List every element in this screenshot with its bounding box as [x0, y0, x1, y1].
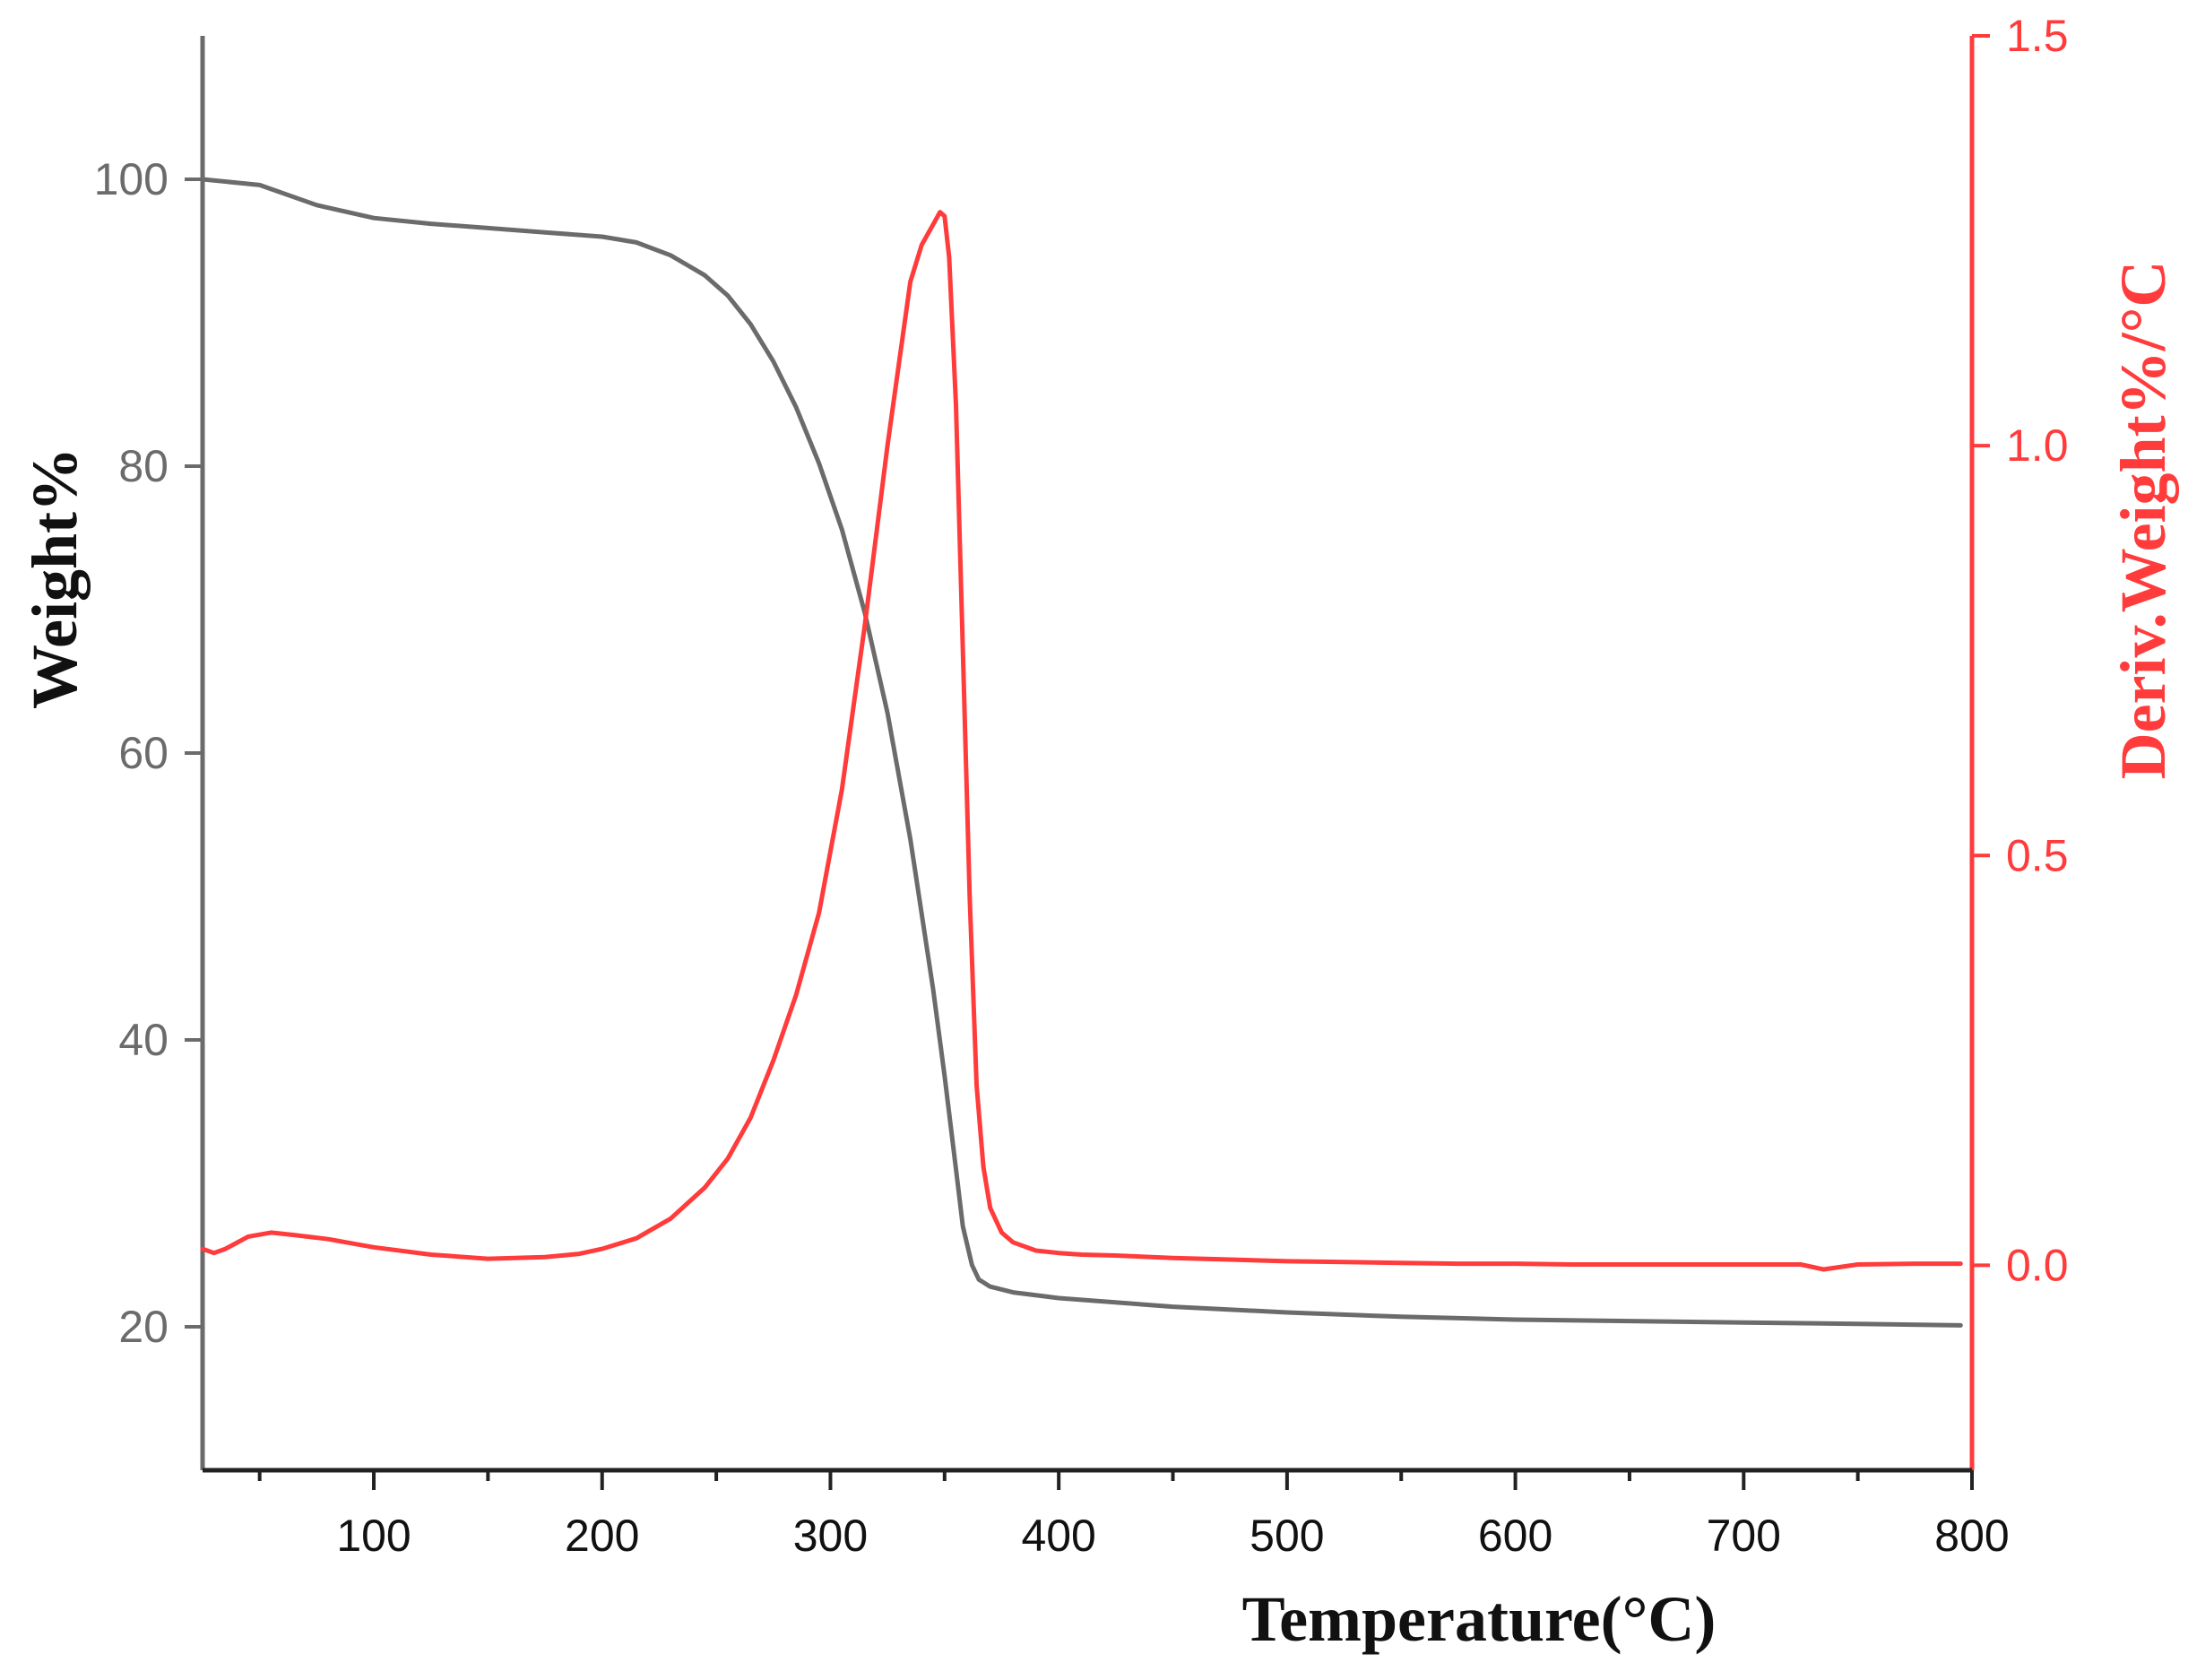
- y-right-tick-label: 1.5: [2006, 11, 2069, 61]
- x-axis-title: Temperature(°C): [1242, 1583, 1717, 1655]
- x-tick-label: 700: [1707, 1511, 1781, 1561]
- y-left-tick-label: 40: [118, 1015, 169, 1065]
- y-left-tick-label: 60: [118, 728, 169, 778]
- series-layer: [200, 177, 1963, 1328]
- ticks-layer: 100 200 300 400 500 600 700 800 20 40 60 80 100 0.0 0.…: [94, 11, 2069, 1561]
- y-left-tick-label: 20: [118, 1302, 169, 1352]
- y-left-tick-label: 100: [94, 154, 169, 204]
- x-tick-label: 800: [1934, 1511, 2009, 1561]
- derivative-curve: [200, 210, 1963, 1272]
- y-right-axis-title: Deriv.Weight%/°C: [2107, 261, 2179, 780]
- y-right-tick-label: 0.0: [2006, 1240, 2069, 1290]
- x-tick-label: 300: [793, 1511, 868, 1561]
- x-tick-label: 400: [1021, 1511, 1095, 1561]
- y-left-axis-title: Weight%: [19, 447, 91, 709]
- x-tick-label: 100: [336, 1511, 411, 1561]
- x-tick-label: 500: [1250, 1511, 1324, 1561]
- y-left-tick-label: 80: [118, 441, 169, 491]
- y-right-tick-label: 1.0: [2006, 420, 2069, 471]
- x-tick-label: 600: [1478, 1511, 1552, 1561]
- y-right-tick-label: 0.5: [2006, 830, 2069, 880]
- weight-curve: [200, 177, 1963, 1328]
- x-tick-label: 200: [565, 1511, 639, 1561]
